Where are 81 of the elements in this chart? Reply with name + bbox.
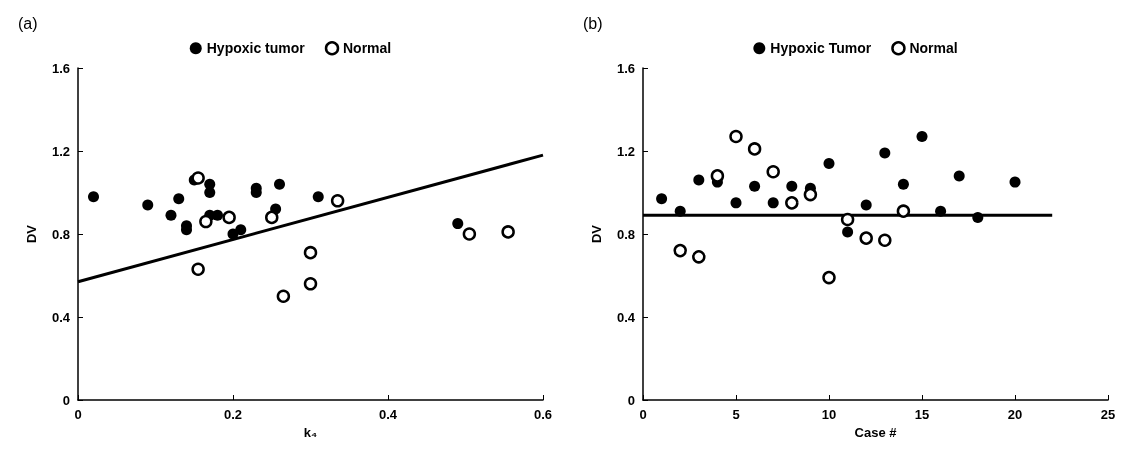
legend-label: Hypoxic tumor xyxy=(206,40,306,57)
point xyxy=(673,243,687,258)
point xyxy=(501,225,515,239)
point xyxy=(785,196,799,210)
point xyxy=(204,187,216,198)
chart-title: (b) xyxy=(583,14,603,32)
x-tick-label: 15 xyxy=(914,407,930,422)
point xyxy=(199,214,213,229)
chart-title: (a) xyxy=(18,14,38,32)
point xyxy=(859,231,873,245)
point xyxy=(916,130,928,142)
x-tick-label: 10 xyxy=(821,407,837,422)
y-tick-label: 1.6 xyxy=(51,60,70,76)
point xyxy=(729,129,743,144)
point xyxy=(878,233,892,247)
point xyxy=(222,210,236,225)
point xyxy=(693,174,705,186)
y-tick-label: 0.8 xyxy=(51,226,70,242)
point xyxy=(330,194,345,208)
point xyxy=(142,199,154,211)
y-tick-label: 1.6 xyxy=(616,60,635,76)
point xyxy=(822,270,836,285)
y-tick-label: 1.2 xyxy=(616,143,635,159)
point xyxy=(692,250,706,264)
point xyxy=(276,289,291,303)
point xyxy=(749,180,761,192)
point xyxy=(786,180,798,192)
point xyxy=(953,170,965,182)
y-tick-label: 1.2 xyxy=(51,143,70,159)
point xyxy=(879,147,891,159)
point xyxy=(191,171,205,185)
point xyxy=(452,218,464,230)
y-tick-label: 0 xyxy=(627,392,635,408)
point xyxy=(235,224,247,236)
point xyxy=(303,245,318,260)
legend-label: Normal xyxy=(909,40,958,57)
point xyxy=(173,193,185,205)
point xyxy=(165,209,177,221)
x-axis-title: k₄ xyxy=(303,424,318,440)
point xyxy=(212,209,223,221)
y-tick-label: 0.8 xyxy=(616,226,635,242)
point xyxy=(88,191,99,203)
x-tick-label: 0.4 xyxy=(378,407,398,422)
point xyxy=(767,197,779,209)
x-axis-title: Case # xyxy=(854,424,898,440)
point xyxy=(730,197,742,209)
y-axis-title: DV xyxy=(24,224,39,244)
point xyxy=(710,169,725,183)
point xyxy=(972,211,984,223)
point xyxy=(935,205,947,217)
point xyxy=(747,142,762,156)
point xyxy=(674,205,686,217)
x-tick-label: 0 xyxy=(639,407,647,422)
point xyxy=(896,204,911,218)
point xyxy=(274,178,285,190)
point xyxy=(803,187,818,202)
x-tick-label: 5 xyxy=(732,407,740,422)
point xyxy=(656,193,668,205)
x-tick-label: 20 xyxy=(1007,407,1023,422)
x-tick-label: 0.2 xyxy=(223,407,243,422)
point xyxy=(265,210,279,225)
x-tick-label: 25 xyxy=(1100,407,1116,422)
point xyxy=(823,157,835,169)
y-axis-title: DV xyxy=(589,224,604,244)
point xyxy=(897,178,909,190)
x-tick-label: 0 xyxy=(74,407,82,422)
y-tick-label: 0 xyxy=(62,392,70,408)
y-tick-label: 0.4 xyxy=(51,309,71,325)
point xyxy=(860,199,872,211)
point xyxy=(462,227,477,241)
y-tick-label: 0.4 xyxy=(616,309,636,325)
point xyxy=(303,277,318,291)
point xyxy=(840,212,855,227)
point xyxy=(766,165,780,179)
point xyxy=(312,191,324,203)
point xyxy=(191,262,205,277)
legend-label: Hypoxic Tumor xyxy=(770,40,872,57)
x-tick-label: 0.6 xyxy=(533,407,553,422)
legend-label: Normal xyxy=(343,40,392,57)
point xyxy=(842,226,854,238)
point xyxy=(1009,176,1021,188)
